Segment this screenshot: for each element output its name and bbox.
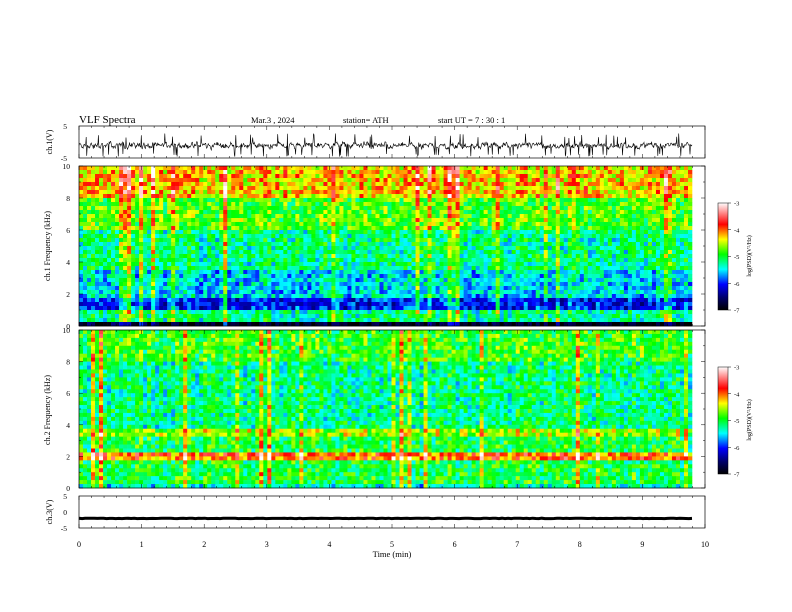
freq-tick-label: 6: [66, 226, 70, 235]
time-tick-label: 4: [327, 540, 331, 549]
time-tick-label: 5: [390, 540, 394, 549]
freq-tick-label: 0: [66, 322, 70, 331]
colorbar-tick-label: -5: [734, 418, 739, 425]
time-tick-label: 8: [578, 540, 582, 549]
freq-tick-label: 10: [63, 326, 71, 335]
figure-title: VLF Spectra: [79, 114, 136, 126]
colorbar-tick-label: -6: [734, 281, 740, 288]
ch1-waveform-frame: [78, 125, 706, 159]
freq-tick-label: 2: [66, 452, 70, 461]
time-tick-label: 7: [515, 540, 519, 549]
start-ut-label: start UT = 7 : 30 : 1: [438, 115, 505, 125]
freq-tick-label: 4: [66, 258, 70, 267]
time-tick-label: 0: [77, 540, 81, 549]
ch1-waveform-ylabel: ch.1(V): [45, 129, 54, 154]
ch1-ytick-5: 5: [63, 122, 67, 131]
time-tick-label: 9: [640, 540, 644, 549]
time-axis-label: Time (min): [373, 549, 412, 559]
ch3-ytick-5: 5: [63, 492, 67, 501]
time-tick-label: 1: [140, 540, 144, 549]
colorbar-tick-label: -7: [734, 472, 740, 479]
freq-tick-label: 0: [66, 484, 70, 493]
colorbar-tick-label: -3: [734, 201, 739, 208]
freq-tick-label: 2: [66, 290, 70, 299]
ch1-spectrogram-ylabel: ch.1 Frequency (kHz): [43, 211, 52, 281]
freq-tick-label: 10: [63, 162, 71, 171]
ch1-colorbar: [717, 202, 729, 311]
colorbar-tick-label: -6: [734, 445, 740, 452]
ch1-waveform-trace: [78, 133, 693, 157]
freq-tick-label: 4: [66, 421, 70, 430]
freq-tick-label: 8: [66, 358, 70, 367]
time-tick-label: 6: [453, 540, 457, 549]
station-label: station= ATH: [343, 115, 389, 125]
ch2-colorbar-label: log(PSD)(V²/Hz): [746, 399, 753, 440]
colorbar-tick-label: -4: [734, 391, 740, 398]
ch2-colorbar: [717, 366, 729, 475]
ch3-waveform-ylabel: ch.3(V): [45, 499, 54, 524]
ch1-spectrogram-heatmap: [79, 166, 693, 327]
time-tick-label: 2: [202, 540, 206, 549]
colorbar-tick-label: -3: [734, 365, 739, 372]
ch2-spectrogram-heatmap: [79, 330, 693, 489]
time-tick-label: 10: [701, 540, 709, 549]
date-label: Mar.3 , 2024: [251, 115, 295, 125]
ch3-waveform-panel: 5 0 -5 ch.3(V) 0 1 2 3 4 5 6 7 8 9 10 Time (min): [45, 492, 709, 559]
ch1-ytick-neg5: -5: [61, 154, 67, 163]
colorbar-tick-label: -5: [734, 254, 739, 261]
freq-tick-label: 8: [66, 194, 70, 203]
ch3-waveform-frame: [78, 495, 706, 529]
ch1-waveform-panel: 5 -5 ch.1(V): [45, 122, 706, 163]
freq-tick-label: 6: [66, 389, 70, 398]
colorbar-tick-label: -7: [734, 308, 740, 315]
ch1-colorbar-label: log(PSD)(V²/Hz): [746, 235, 753, 276]
ch2-spectrogram-ylabel: ch.2 Frequency (kHz): [43, 375, 52, 445]
time-tick-label: 3: [265, 540, 269, 549]
ch3-ytick-neg5: -5: [61, 524, 67, 533]
ch3-ytick-0: 0: [63, 508, 67, 517]
colorbar-tick-label: -4: [734, 227, 740, 234]
